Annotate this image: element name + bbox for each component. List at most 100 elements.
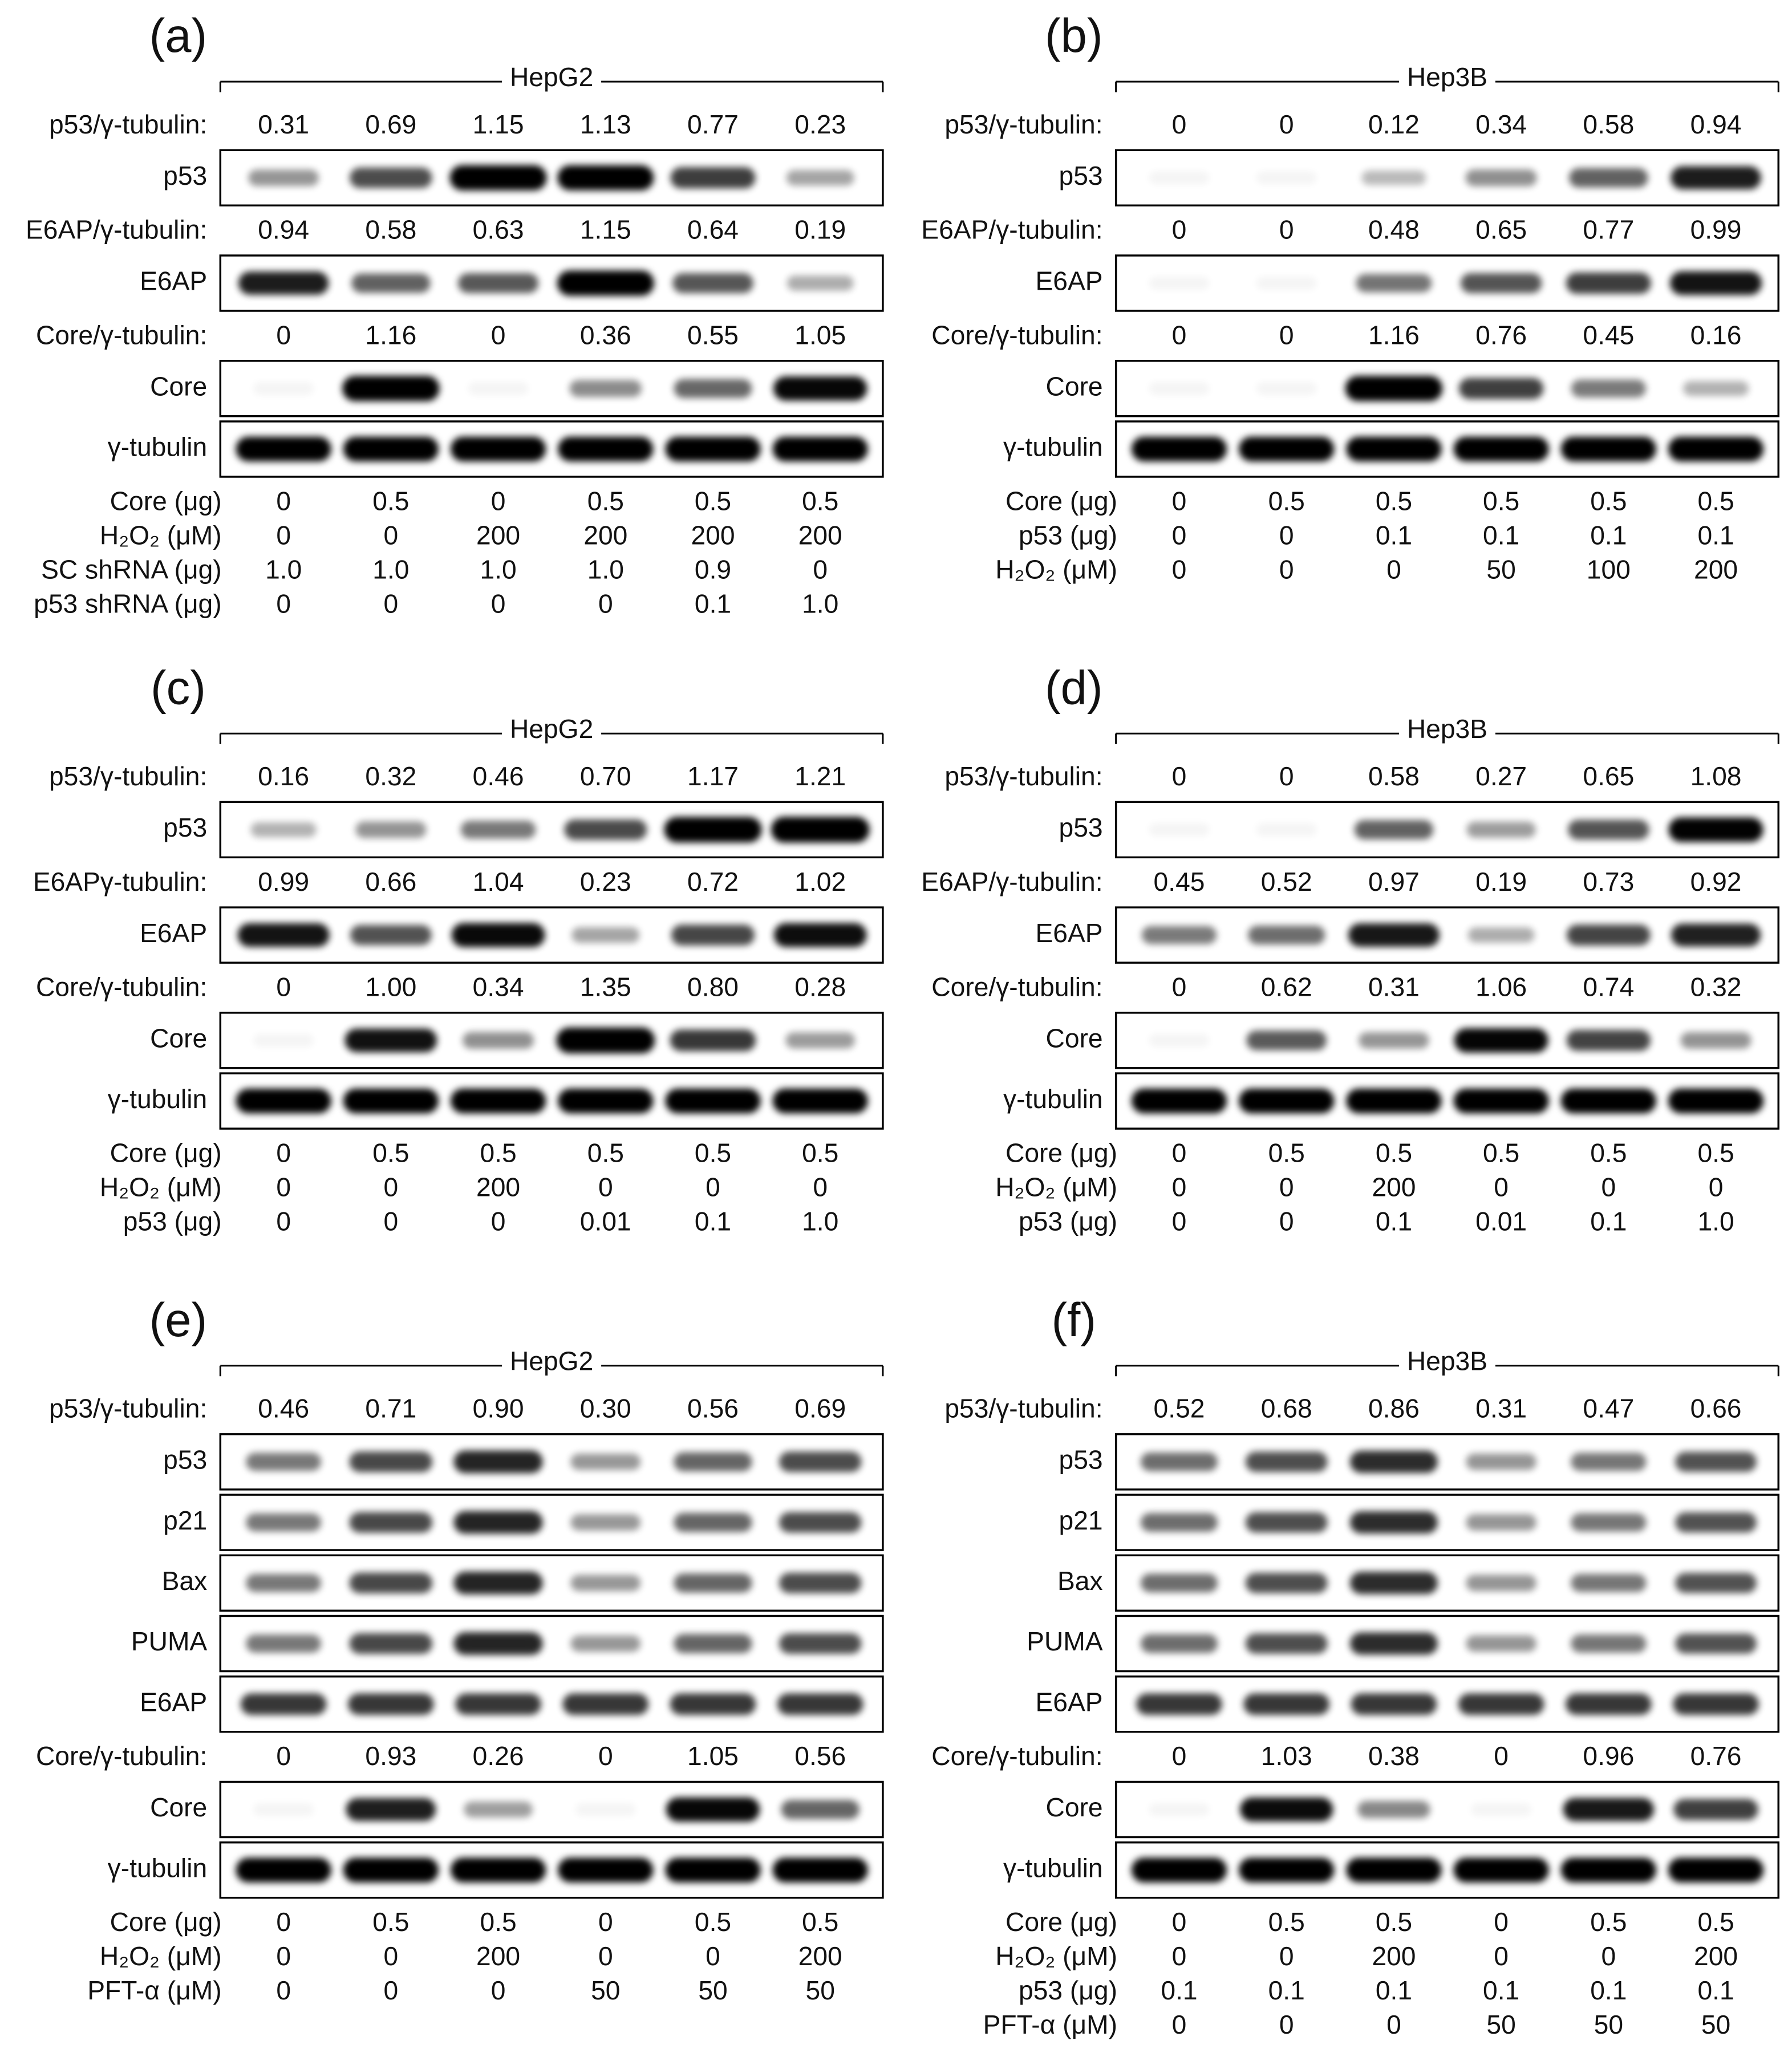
band — [1239, 1857, 1335, 1883]
ratio-label: p53/γ-tubulin: — [49, 761, 207, 791]
band — [1361, 171, 1426, 185]
ratio-value: 1.04 — [473, 867, 524, 896]
band — [670, 1693, 756, 1715]
blot-label: Core — [150, 1792, 207, 1822]
ratio-value: 0.63 — [473, 215, 524, 245]
ratio-value: 0.19 — [794, 215, 846, 245]
band — [1149, 1033, 1210, 1047]
condition-value: 0.1 — [1376, 520, 1412, 550]
band — [343, 1088, 439, 1114]
band — [253, 382, 314, 395]
ratio-label: p53/γ-tubulin: — [944, 109, 1102, 139]
condition-label: Core (μg) — [110, 1907, 222, 1937]
band — [1346, 436, 1442, 462]
band — [674, 1634, 752, 1653]
condition-value: 200 — [583, 520, 627, 550]
condition-value: 0 — [598, 1173, 613, 1202]
condition-value: 50 — [698, 1975, 727, 2005]
condition-value: 200 — [691, 520, 735, 550]
band — [1566, 924, 1651, 946]
ratio-value: 0.58 — [1583, 109, 1634, 139]
band — [556, 1027, 655, 1053]
blot-label: p21 — [163, 1506, 207, 1535]
band — [246, 1573, 322, 1592]
condition-value: 50 — [806, 1975, 835, 2005]
ratio-value: 0.30 — [580, 1393, 631, 1423]
condition-value: 0 — [1279, 1941, 1294, 1971]
blot-frame — [219, 1614, 884, 1673]
blot-label: p53 — [163, 1445, 207, 1475]
condition-value: 0.5 — [372, 1907, 409, 1937]
band — [1245, 1572, 1328, 1593]
band — [1136, 1693, 1222, 1715]
condition-value: 0.1 — [1483, 1975, 1519, 2005]
blot-label: E6AP — [140, 1687, 207, 1717]
condition-value: 0 — [276, 1941, 291, 1971]
condition-label: H₂O₂ (μM) — [995, 1173, 1117, 1202]
ratio-value: 0.48 — [1368, 215, 1420, 245]
band — [773, 923, 867, 947]
condition-value: 0 — [384, 589, 399, 618]
condition-value: 0.5 — [695, 486, 731, 516]
blot-label: Core — [1045, 1792, 1102, 1822]
band — [571, 927, 640, 943]
condition-label: Core (μg) — [110, 1138, 222, 1167]
band — [1571, 1573, 1647, 1592]
ratio-value: 0.92 — [1690, 867, 1742, 896]
condition-value: 0 — [276, 520, 291, 550]
band — [1131, 1088, 1227, 1114]
blot-label: Core — [1045, 1024, 1102, 1053]
ratio-value: 1.03 — [1261, 1741, 1312, 1771]
ratio-label: Core/γ-tubulin: — [931, 1741, 1102, 1771]
band — [773, 376, 867, 401]
blot-label: γ-tubulin — [108, 432, 208, 462]
band — [777, 1693, 863, 1715]
band — [1671, 166, 1761, 189]
band — [1566, 1029, 1651, 1051]
blot-frame — [1114, 801, 1779, 859]
ratio-value: 0.62 — [1261, 972, 1312, 1001]
band — [1141, 926, 1217, 944]
ratio-value: 0 — [276, 972, 291, 1001]
blot-frame — [219, 1780, 884, 1839]
condition-value: 0.5 — [587, 1138, 624, 1167]
band — [1349, 1511, 1438, 1534]
ratio-value: 0.16 — [1690, 320, 1742, 350]
ratio-value: 0.52 — [1154, 1393, 1205, 1423]
condition-value: 0.1 — [1590, 520, 1627, 550]
ratio-value: 0.97 — [1368, 867, 1420, 896]
band — [664, 817, 762, 843]
band — [1351, 1693, 1437, 1715]
ratio-value: 0.96 — [1583, 1741, 1634, 1771]
condition-value: 0.5 — [1483, 486, 1519, 516]
ratio-value: 0.58 — [365, 215, 416, 245]
ratio-value: 0 — [1494, 1741, 1509, 1771]
band — [451, 923, 545, 947]
band — [1560, 1857, 1656, 1883]
condition-value: 0.5 — [1376, 486, 1412, 516]
ratio-value: 0.70 — [580, 761, 631, 791]
band — [236, 1857, 331, 1883]
condition-value: 0.9 — [695, 554, 731, 584]
ratio-label: E6AP/γ-tubulin: — [921, 867, 1102, 896]
ratio-value: 1.00 — [365, 972, 416, 1001]
condition-value: 0 — [384, 1173, 399, 1202]
blot-label: PUMA — [1027, 1626, 1103, 1656]
ratio-value: 0.32 — [1690, 972, 1742, 1001]
band — [779, 1572, 862, 1593]
blot-frame — [219, 906, 884, 964]
band — [1668, 817, 1763, 842]
condition-value: 0 — [1494, 1941, 1509, 1971]
band — [238, 271, 329, 295]
ratio-value: 0.94 — [1690, 109, 1742, 139]
condition-value: 0 — [1386, 554, 1401, 584]
ratio-value: 1.16 — [1368, 320, 1420, 350]
condition-label: Core (μg) — [1006, 1907, 1117, 1937]
band — [1453, 1088, 1549, 1114]
ratio-value: 0.65 — [1583, 761, 1634, 791]
condition-value: 0.5 — [372, 1138, 409, 1167]
condition-value: 0 — [276, 1907, 291, 1937]
condition-value: 0.5 — [1376, 1907, 1412, 1937]
ratio-value: 0.65 — [1475, 215, 1527, 245]
